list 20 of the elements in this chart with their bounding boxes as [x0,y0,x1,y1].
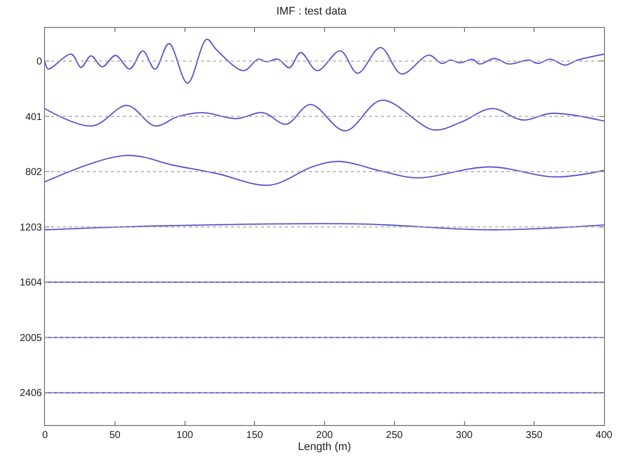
y-tick-label: 401 [25,112,42,123]
chart-title: IMF : test data [276,6,348,18]
x-tick-label: 400 [596,430,613,441]
x-tick-label: 300 [456,430,474,441]
x-tick-label: 250 [386,430,404,441]
x-axis-title: Length (m) [298,441,352,454]
y-tick-label: 0 [36,56,42,68]
x-tick-label: 150 [246,430,264,441]
y-tick-label: 1604 [20,278,42,289]
y-tick-label: 802 [25,167,42,178]
x-tick-label: 100 [176,430,194,441]
line-series [45,38,604,84]
y-tick-label: 1203 [20,222,42,234]
y-tick-label: 2005 [20,332,42,344]
line-series [45,100,604,132]
x-tick-label: 50 [109,430,121,441]
x-tick-label: 350 [526,430,543,441]
line-series [45,154,604,186]
y-tick-label: 2406 [20,388,42,400]
x-tick-label: 200 [316,430,334,441]
